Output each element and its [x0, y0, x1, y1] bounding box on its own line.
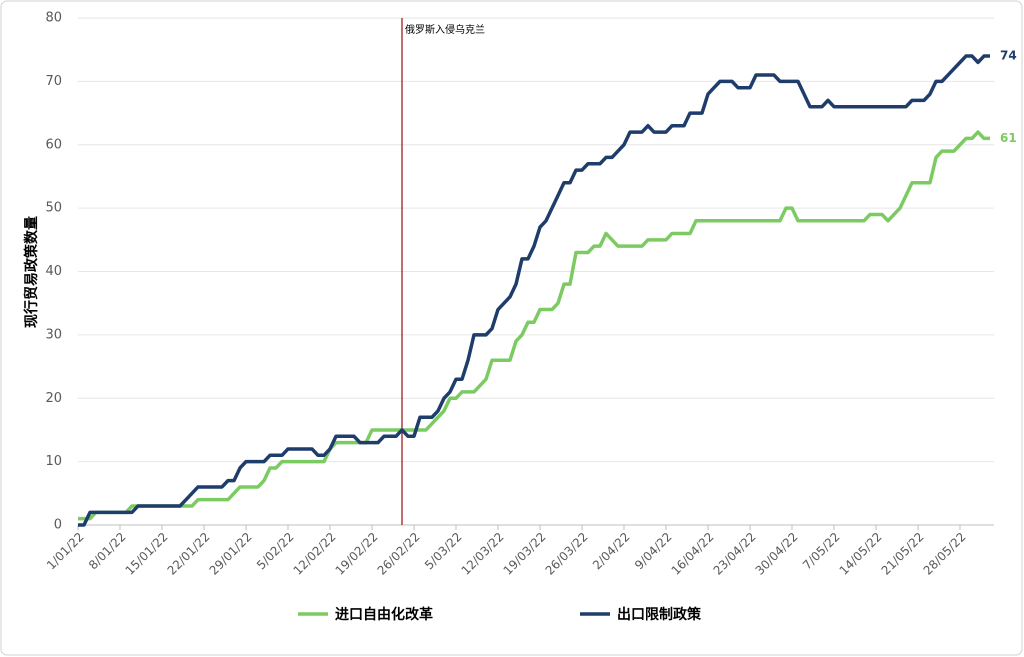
y-tick-label: 30	[45, 327, 62, 342]
y-tick-label: 80	[45, 11, 62, 26]
legend-label: 进口自由化改革	[335, 606, 433, 623]
y-tick-label: 0	[54, 518, 62, 533]
y-axis-label: 现行贸易政策数量	[23, 216, 40, 328]
legend-label: 出口限制政策	[617, 606, 702, 623]
y-tick-label: 20	[45, 391, 62, 406]
y-tick-label: 10	[45, 454, 62, 469]
series-line	[78, 130, 990, 521]
y-tick-label: 50	[45, 201, 62, 216]
annotation-text: 俄罗斯入侵乌克兰	[405, 23, 485, 36]
series-line	[78, 54, 990, 527]
end-label: 74	[1000, 49, 1017, 63]
end-label: 61	[1000, 131, 1017, 145]
y-tick-label: 40	[45, 264, 62, 279]
y-tick-label: 70	[45, 74, 62, 89]
y-tick-label: 60	[45, 137, 62, 152]
